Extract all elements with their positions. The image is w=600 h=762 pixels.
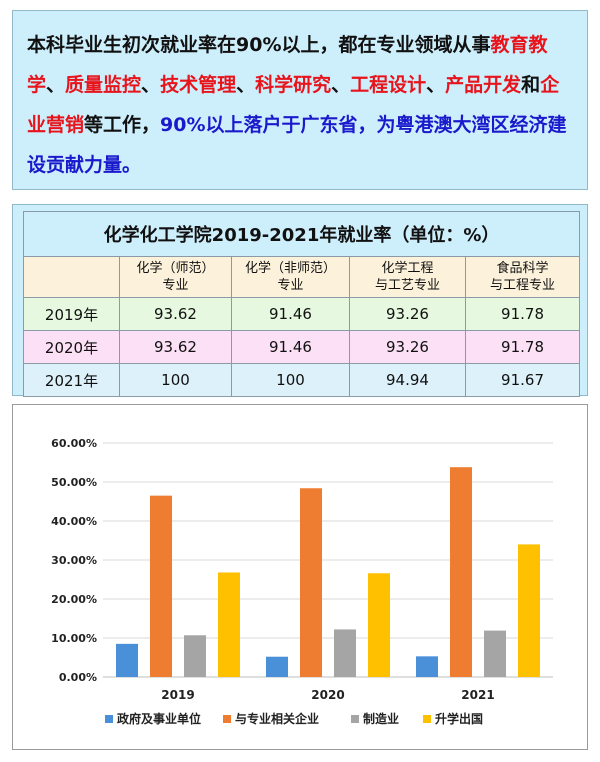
bar [450, 467, 472, 677]
header-chem-non-teacher: 化学（非师范） 专业 [231, 256, 350, 298]
bar [334, 629, 356, 677]
bar-chart: 0.00% 10.00% 20.00% 30.00% 40.00% 50.00% 60.00… [51, 437, 553, 726]
intro-text-2: 等工作， [84, 114, 161, 136]
x-category-label: 2020 [311, 688, 344, 702]
row-year: 2019年 [23, 297, 120, 331]
y-tick-label: 60.00% [51, 437, 97, 450]
legend-swatch [105, 715, 113, 723]
bar [368, 573, 390, 677]
table-corner-cell [23, 256, 120, 298]
table-row: 2019年 93.62 91.46 93.26 91.78 [23, 297, 581, 331]
intro-sep-4: 、 [331, 74, 351, 96]
cell-value: 91.46 [231, 297, 350, 331]
table-row: 2020年 93.62 91.46 93.26 91.78 [23, 330, 581, 364]
cell-value: 94.94 [349, 363, 466, 397]
intro-panel: 本科毕业生初次就业率在90%以上，都在专业领域从事教育教学、质量监控、技术管理、… [12, 10, 588, 190]
legend-label: 制造业 [363, 711, 399, 726]
y-tick-label: 30.00% [51, 554, 97, 567]
cell-value: 93.26 [349, 330, 466, 364]
cell-value: 93.26 [349, 297, 466, 331]
y-tick-label: 40.00% [51, 515, 97, 528]
bar [484, 630, 506, 677]
header-chem-teacher: 化学（师范） 专业 [119, 256, 232, 298]
employment-table-panel: 化学化工学院2019-2021年就业率（单位：%） 化学（师范） 专业 化学（非师… [12, 204, 588, 397]
legend-swatch [223, 715, 231, 723]
intro-sep-3: 、 [236, 74, 256, 96]
bar [300, 488, 322, 677]
intro-highlight-tech-mgmt: 技术管理 [160, 74, 237, 96]
cell-value: 91.46 [231, 330, 350, 364]
intro-and: 和 [521, 74, 541, 96]
intro-highlight-marketing: 企业营销 [27, 74, 560, 136]
x-category-label: 2019 [161, 688, 194, 702]
bar [150, 495, 172, 677]
intro-sep-2: 、 [141, 74, 161, 96]
cell-value: 91.78 [464, 330, 581, 364]
intro-highlight-guangdong: 90%以上落户于广东省，为粤港澳大湾区经济建设贡献力量。 [27, 114, 567, 176]
bar [266, 656, 288, 677]
intro-sep-5: 、 [426, 74, 446, 96]
x-category-label: 2021 [461, 688, 494, 702]
legend-label: 与专业相关企业 [235, 711, 319, 726]
bar [116, 643, 138, 677]
cell-value: 93.62 [119, 330, 232, 364]
intro-highlight-quality: 质量监控 [65, 74, 142, 96]
intro-sep-1: 、 [46, 74, 66, 96]
legend-swatch [423, 715, 431, 723]
bar [518, 544, 540, 677]
employment-rate-table: 化学化工学院2019-2021年就业率（单位：%） 化学（师范） 专业 化学（非师… [22, 211, 581, 397]
cell-value: 91.67 [464, 363, 581, 397]
intro-highlight-teaching: 教育教学 [27, 34, 548, 96]
intro-highlight-engineering: 工程设计 [350, 74, 427, 96]
legend-label: 升学出国 [435, 711, 483, 726]
y-tick-label: 0.00% [59, 671, 97, 684]
cell-value: 91.78 [464, 297, 581, 331]
bar [416, 656, 438, 677]
intro-text-1: 本科毕业生初次就业率在90%以上，都在专业领域从事 [27, 34, 491, 56]
table-row: 2021年 100 100 94.94 91.67 [23, 363, 581, 397]
table-title: 化学化工学院2019-2021年就业率（单位：%） [22, 211, 581, 257]
header-chem-engineering: 化学工程 与工艺专业 [349, 256, 466, 298]
header-food-science: 食品科学 与工程专业 [464, 256, 581, 298]
y-tick-label: 50.00% [51, 476, 97, 489]
cell-value: 93.62 [119, 297, 232, 331]
legend-swatch [351, 715, 359, 723]
bar [218, 572, 240, 677]
employment-destination-chart-panel: 0.00% 10.00% 20.00% 30.00% 40.00% 50.00% 60.00… [12, 404, 588, 750]
row-year: 2021年 [23, 363, 120, 397]
bar [184, 635, 206, 677]
intro-highlight-product-dev: 产品开发 [445, 74, 522, 96]
row-year: 2020年 [23, 330, 120, 364]
cell-value: 100 [119, 363, 232, 397]
cell-value: 100 [231, 363, 350, 397]
y-tick-label: 10.00% [51, 632, 97, 645]
intro-highlight-research: 科学研究 [255, 74, 332, 96]
legend-label: 政府及事业单位 [117, 711, 201, 726]
y-tick-label: 20.00% [51, 593, 97, 606]
